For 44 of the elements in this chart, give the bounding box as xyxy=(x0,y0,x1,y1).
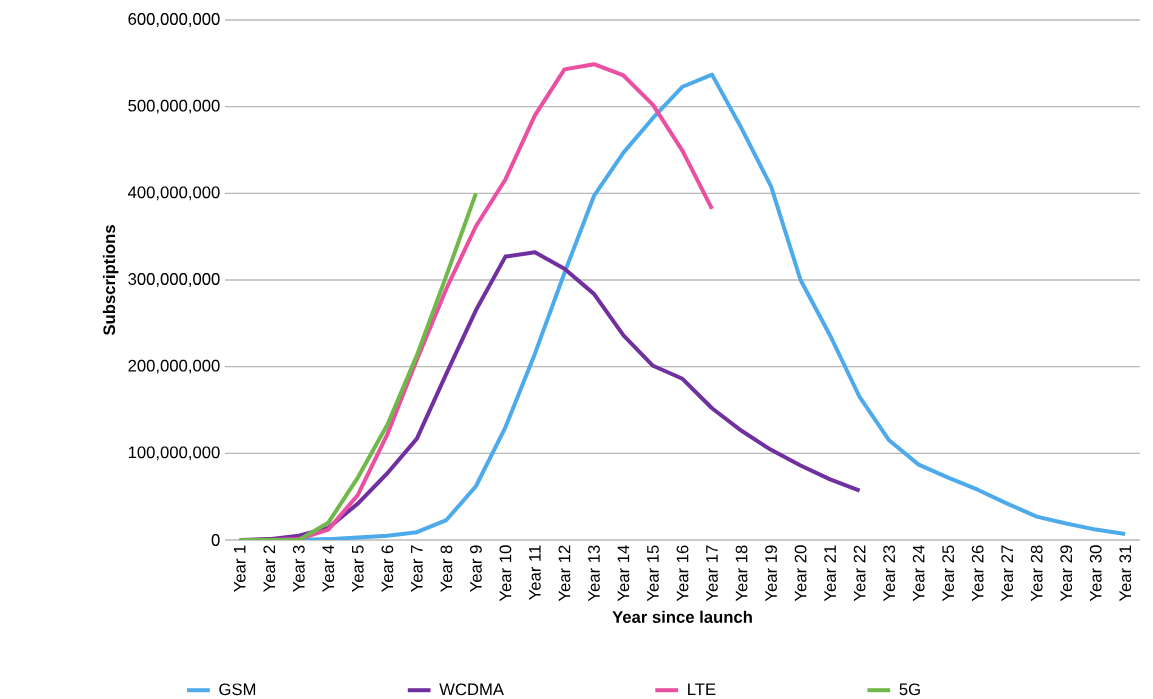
x-tick-label: Year 21 xyxy=(824,545,836,602)
x-tick-label: Year 9 xyxy=(470,545,482,592)
x-tick-label: Year 24 xyxy=(912,545,925,602)
x-tick-label: Year 6 xyxy=(381,545,394,592)
x-tick-label: Year 30 xyxy=(1089,545,1102,602)
x-tick-label: Year 27 xyxy=(1001,545,1014,602)
y-tick-label: 0 xyxy=(211,534,220,546)
y-tick-label: 100,000,000 xyxy=(128,446,220,461)
x-tick-label: Year 23 xyxy=(883,545,896,602)
x-axis-title: Year since launch xyxy=(612,610,752,623)
x-tick-label: Year 19 xyxy=(765,545,777,602)
x-tick-label: Year 11 xyxy=(529,545,541,600)
x-tick-label: Year 5 xyxy=(352,545,364,592)
x-tick-label: Year 25 xyxy=(942,545,955,602)
x-tick-label: Year 15 xyxy=(647,545,659,602)
x-tick-label: Year 2 xyxy=(263,545,276,592)
x-tick-label: Year 4 xyxy=(322,545,335,592)
x-tick-label: Year 8 xyxy=(440,545,453,592)
x-tick-label: Year 12 xyxy=(558,545,571,602)
x-tick-label: Year 31 xyxy=(1119,545,1132,602)
y-axis-title: Subscriptions xyxy=(102,225,119,336)
x-tick-label: Year 22 xyxy=(853,545,866,602)
x-tick-label: Year 28 xyxy=(1030,545,1043,602)
x-tick-label: Year 14 xyxy=(617,545,630,602)
x-tick-label: Year 10 xyxy=(499,545,512,602)
legend-label: LTE xyxy=(688,683,716,695)
x-tick-label: Year 26 xyxy=(971,545,984,602)
x-tick-label: Year 18 xyxy=(735,545,748,602)
legend-label: 5G xyxy=(899,683,920,696)
y-tick-label: 400,000,000 xyxy=(127,186,220,201)
x-tick-label: Year 7 xyxy=(411,545,423,592)
x-tick-label: Year 20 xyxy=(794,545,807,602)
x-tick-label: Year 16 xyxy=(676,545,689,602)
y-tick-label: 300,000,000 xyxy=(128,273,220,287)
y-tick-label: 500,000,000 xyxy=(128,99,220,114)
x-tick-label: Year 29 xyxy=(1060,545,1073,602)
x-tick-label: Year 17 xyxy=(706,545,718,602)
x-tick-label: Year 1 xyxy=(233,545,246,592)
x-tick-label: Year 13 xyxy=(588,545,600,602)
legend-label: GSM xyxy=(219,683,256,696)
legend-label: WCDMA xyxy=(439,683,504,696)
x-tick-label: Year 3 xyxy=(292,545,305,592)
y-tick-label: 600,000,000 xyxy=(128,13,220,27)
y-tick-label: 200,000,000 xyxy=(128,359,220,374)
